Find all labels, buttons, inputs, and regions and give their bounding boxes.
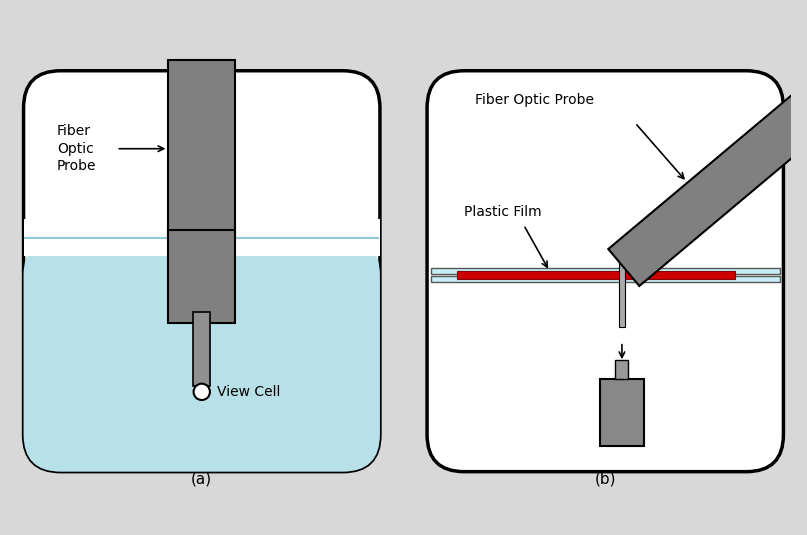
- Text: Fiber
Optic
Probe: Fiber Optic Probe: [57, 125, 97, 173]
- FancyBboxPatch shape: [23, 71, 380, 472]
- Polygon shape: [608, 94, 807, 286]
- Bar: [23, 219, 380, 256]
- FancyBboxPatch shape: [23, 238, 380, 472]
- Circle shape: [194, 384, 210, 400]
- Text: View Cell: View Cell: [216, 385, 280, 399]
- Bar: [431, 276, 780, 282]
- FancyBboxPatch shape: [427, 71, 784, 472]
- Text: Fiber Optic Probe: Fiber Optic Probe: [475, 94, 594, 108]
- Bar: [457, 271, 735, 279]
- Text: (a): (a): [191, 471, 212, 486]
- Bar: [194, 312, 210, 386]
- Text: (b): (b): [595, 471, 616, 486]
- Bar: [616, 360, 629, 379]
- Bar: [619, 262, 625, 327]
- Bar: [600, 379, 644, 446]
- Bar: [169, 59, 235, 238]
- Bar: [169, 231, 235, 323]
- Text: Plastic Film: Plastic Film: [464, 205, 541, 219]
- Bar: [431, 268, 780, 274]
